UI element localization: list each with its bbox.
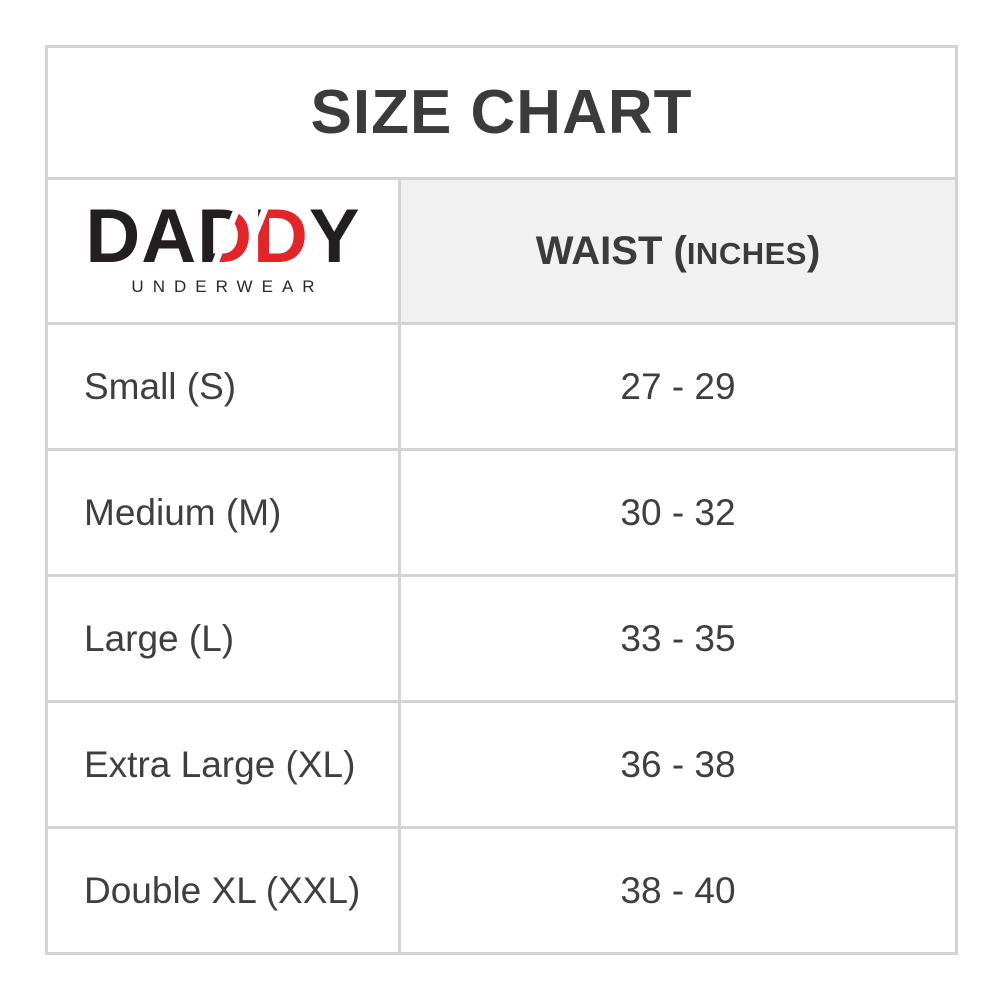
title-row: SIZE CHART — [45, 45, 958, 180]
waist-range: 36 - 38 — [398, 700, 958, 829]
size-label: Double XL (XXL) — [45, 826, 401, 955]
table-row-small: Small (S) 27 - 29 — [45, 322, 958, 451]
logo-letter-d-split-2: D — [253, 194, 309, 280]
waist-range: 30 - 32 — [398, 448, 958, 577]
size-chart-table: SIZE CHART DADDY UNDERWEAR WAIST (INCHES… — [45, 45, 958, 955]
table-row-double-xl: Double XL (XXL) 38 - 40 — [45, 826, 958, 955]
logo-subtext: UNDERWEAR — [131, 276, 324, 296]
page-title: SIZE CHART — [310, 78, 693, 147]
waist-header-inches: INCHES — [686, 235, 807, 271]
table-row-large: Large (L) 33 - 35 — [45, 574, 958, 703]
title-cell: SIZE CHART — [45, 45, 958, 180]
logo-cell: DADDY UNDERWEAR — [45, 177, 401, 325]
logo-wordmark: DADDY — [85, 199, 360, 275]
waist-header-suffix: ) — [806, 228, 821, 273]
table-row-extra-large: Extra Large (XL) 36 - 38 — [45, 700, 958, 829]
size-label: Small (S) — [45, 322, 401, 451]
waist-header-cell: WAIST (INCHES) — [398, 177, 958, 325]
logo-letter-y: Y — [308, 194, 361, 280]
logo-letters-da: DA — [85, 194, 198, 280]
size-label: Medium (M) — [45, 448, 401, 577]
header-row: DADDY UNDERWEAR WAIST (INCHES) — [45, 177, 958, 325]
size-label: Extra Large (XL) — [45, 700, 401, 829]
size-label: Large (L) — [45, 574, 401, 703]
waist-range: 38 - 40 — [398, 826, 958, 955]
waist-header-prefix: WAIST ( — [535, 228, 687, 273]
waist-range: 33 - 35 — [398, 574, 958, 703]
logo-letter-d-split-1: D — [197, 194, 254, 280]
table-row-medium: Medium (M) 30 - 32 — [45, 448, 958, 577]
waist-range: 27 - 29 — [398, 322, 958, 451]
daddy-underwear-logo: DADDY UNDERWEAR — [49, 199, 397, 297]
